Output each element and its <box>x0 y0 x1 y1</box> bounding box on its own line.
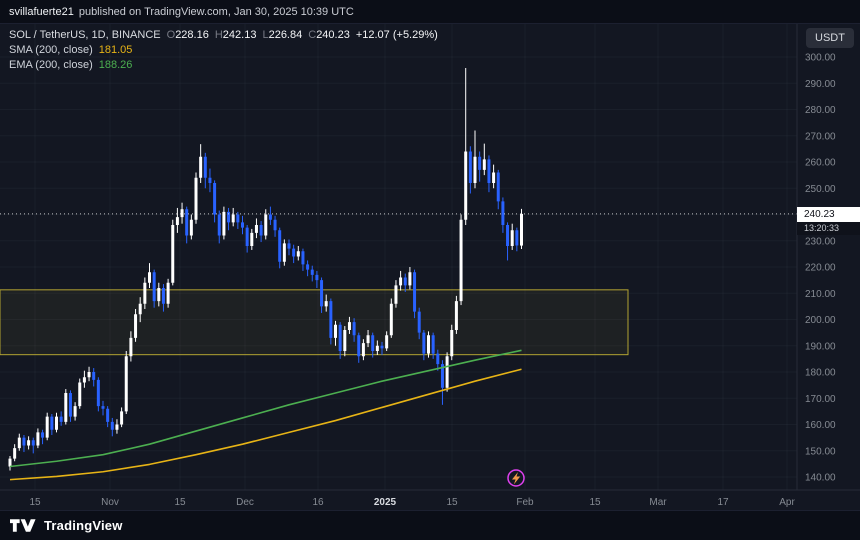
price-tick-label: 300.00 <box>805 53 836 64</box>
lightning-bolt-icon <box>512 472 521 485</box>
price-tick-label: 250.00 <box>805 184 836 195</box>
close-value: 240.23 <box>316 29 350 41</box>
price-chart-canvas[interactable]: 300.00 290.00 280.00 270.00 260.00 250.00 240.… <box>0 24 860 510</box>
time-tick-label: 15 <box>29 497 41 508</box>
time-tick-label: Dec <box>236 497 254 508</box>
attribution-bar: svillafuerte21 published on TradingView.… <box>0 0 860 24</box>
chart-legend: SOL / TetherUS, 1D, BINANCE O228.16 H242… <box>9 28 438 72</box>
sma-line[interactable] <box>9 368 522 481</box>
time-tick-label: 2025 <box>374 497 397 508</box>
high-value: 242.13 <box>222 29 257 41</box>
open-pair: O228.16 <box>167 28 209 42</box>
price-tick-label: 220.00 <box>805 263 836 274</box>
low-value: 226.84 <box>268 29 303 41</box>
price-tick-label: 150.00 <box>805 446 836 457</box>
currency-toggle-button[interactable]: USDT <box>806 28 854 48</box>
time-tick-label: 15 <box>174 497 186 508</box>
price-tick-label: 190.00 <box>805 341 836 352</box>
price-tick-label: 170.00 <box>805 394 836 405</box>
symbol-description[interactable]: SOL / TetherUS, 1D, BINANCE <box>9 29 161 41</box>
time-tick-label: Nov <box>101 497 119 508</box>
price-tick-label: 280.00 <box>805 105 836 116</box>
price-tick-label: 210.00 <box>805 289 836 300</box>
ema-line[interactable] <box>9 349 522 468</box>
price-tick-label: 140.00 <box>805 473 836 484</box>
time-tick-label: 15 <box>589 497 601 508</box>
tradingview-logo-icon[interactable] <box>10 519 37 532</box>
price-tick-label: 270.00 <box>805 131 836 142</box>
publisher-name: svillafuerte21 <box>9 5 74 18</box>
ema-indicator-label[interactable]: EMA (200, close) <box>9 59 93 71</box>
ema-row: EMA (200, close) 188.26 <box>9 58 438 72</box>
time-tick-label: Feb <box>516 497 534 508</box>
price-tick-label: 200.00 <box>805 315 836 326</box>
close-label: C <box>308 29 317 41</box>
sma-row: SMA (200, close) 181.05 <box>9 43 438 57</box>
sma-indicator-label[interactable]: SMA (200, close) <box>9 44 93 56</box>
change-value: +12.07 (+5.29%) <box>355 29 438 41</box>
price-tick-label: 160.00 <box>805 420 836 431</box>
time-tick-label: Mar <box>649 497 667 508</box>
low-pair: L226.84 <box>262 28 302 42</box>
flash-marker-icon[interactable] <box>507 469 525 487</box>
close-pair: C240.23 <box>308 28 350 42</box>
time-tick-label: 16 <box>312 497 324 508</box>
footer-bar: TradingView <box>0 510 860 540</box>
last-price-badge: 240.23 <box>797 207 860 222</box>
time-tick-label: Apr <box>779 497 795 508</box>
high-label: H <box>214 29 223 41</box>
high-pair: H242.13 <box>215 28 257 42</box>
price-tick-label: 260.00 <box>805 158 836 169</box>
symbol-row: SOL / TetherUS, 1D, BINANCE O228.16 H242… <box>9 28 438 42</box>
support-zone[interactable] <box>0 289 629 356</box>
publish-info: published on TradingView.com, Jan 30, 20… <box>78 5 354 18</box>
ema-value: 188.26 <box>98 59 133 71</box>
sma-value: 181.05 <box>98 44 133 56</box>
time-tick-label: 17 <box>717 497 729 508</box>
open-label: O <box>166 29 176 41</box>
price-tick-label: 290.00 <box>805 79 836 90</box>
chart-area: 300.00 290.00 280.00 270.00 260.00 250.00 240.… <box>0 24 860 510</box>
price-tick-label: 180.00 <box>805 368 836 379</box>
brand-name[interactable]: TradingView <box>44 518 123 533</box>
price-tick-label: 230.00 <box>805 236 836 247</box>
time-tick-label: 15 <box>446 497 458 508</box>
bar-close-countdown: 13:20:33 <box>797 222 860 235</box>
low-label: L <box>262 29 269 41</box>
open-value: 228.16 <box>175 29 209 41</box>
